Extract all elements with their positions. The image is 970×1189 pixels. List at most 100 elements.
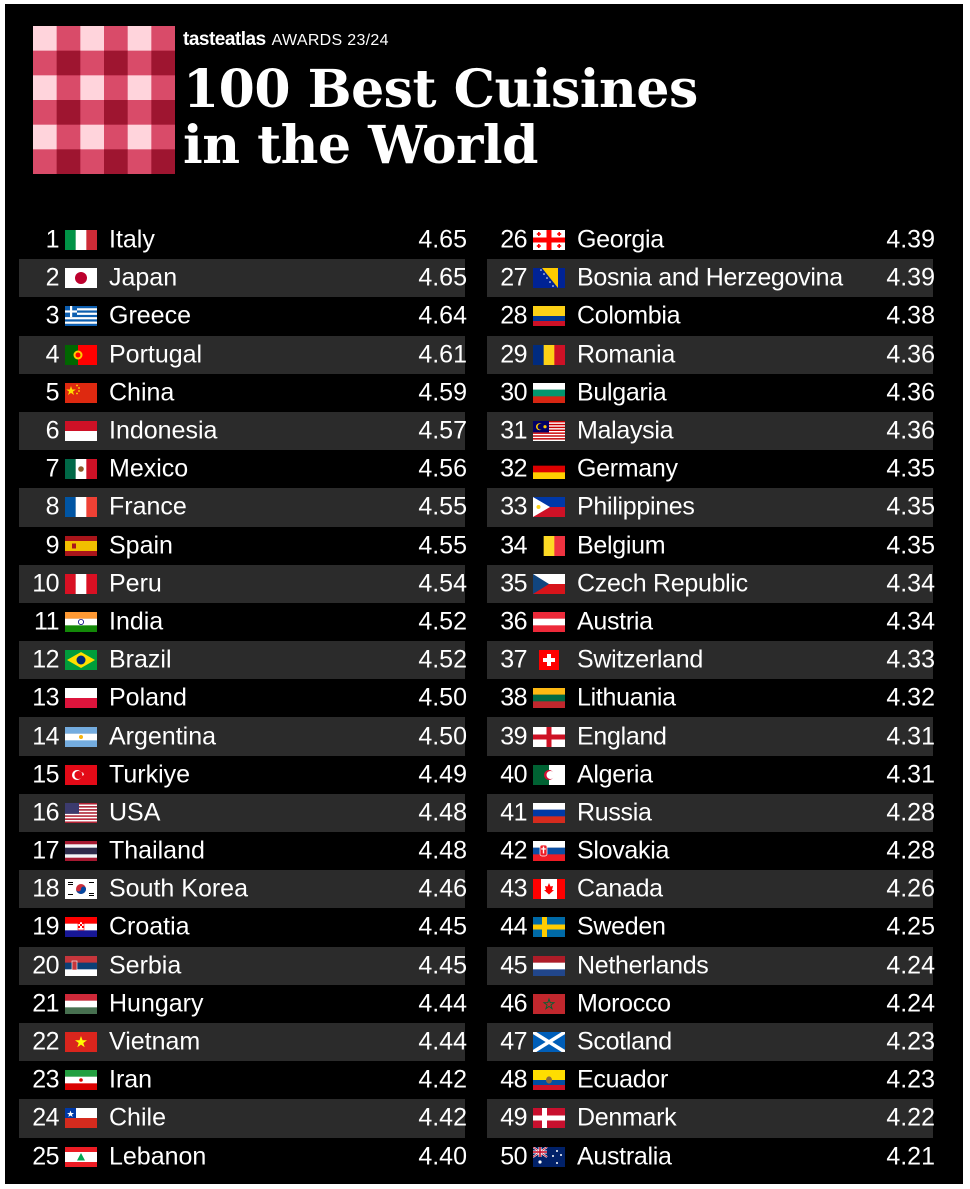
ranking-row: 43 Canada 4.26 — [487, 870, 935, 909]
rank-number: 23 — [32, 1065, 59, 1094]
country-name: England — [577, 722, 667, 751]
ranking-row: 46 Morocco 4.24 — [487, 985, 935, 1023]
rating-score: 4.36 — [886, 416, 935, 445]
romania-flag-icon — [533, 344, 565, 365]
ranking-row: 12 Brazil 4.52 — [19, 641, 467, 680]
country-name: Peru — [109, 569, 162, 598]
rating-score: 4.44 — [418, 989, 467, 1018]
country-name: France — [109, 492, 187, 521]
ranking-row: 11 India 4.52 — [19, 603, 467, 641]
country-name: Romania — [577, 340, 675, 369]
australia-flag-icon — [533, 1146, 565, 1167]
country-name: Georgia — [577, 225, 664, 254]
ranking-row: 37 Switzerland 4.33 — [487, 641, 935, 680]
serbia-flag-icon — [65, 955, 97, 976]
rank-number: 26 — [500, 225, 527, 254]
algeria-flag-icon — [533, 764, 565, 785]
ranking-row: 8 France 4.55 — [19, 488, 467, 527]
rating-score: 4.33 — [886, 645, 935, 674]
country-name: Hungary — [109, 989, 204, 1018]
ranking-row: 33 Philippines 4.35 — [487, 488, 935, 527]
netherlands-flag-icon — [533, 955, 565, 976]
rank-number: 43 — [500, 874, 527, 903]
rank-number: 41 — [500, 798, 527, 827]
rating-score: 4.22 — [886, 1103, 935, 1132]
greece-flag-icon — [65, 306, 97, 327]
malaysia-flag-icon — [533, 421, 565, 442]
rating-score: 4.28 — [886, 836, 935, 865]
canada-flag-icon — [533, 879, 565, 900]
italy-flag-icon — [65, 230, 97, 251]
mexico-flag-icon — [65, 459, 97, 480]
country-name: Japan — [109, 263, 178, 292]
austria-flag-icon — [533, 611, 565, 632]
rating-score: 4.40 — [418, 1142, 467, 1171]
ranking-row: 23 Iran 4.42 — [19, 1061, 467, 1099]
country-name: South Korea — [109, 874, 248, 903]
rank-number: 10 — [32, 569, 59, 598]
rating-score: 4.24 — [886, 951, 935, 980]
russia-flag-icon — [533, 802, 565, 823]
vietnam-flag-icon — [65, 1032, 97, 1053]
rank-number: 47 — [500, 1027, 527, 1056]
georgia-flag-icon — [533, 230, 565, 251]
ranking-row: 2 Japan 4.65 — [19, 259, 467, 298]
turkiye-flag-icon — [65, 764, 97, 785]
rank-number: 27 — [500, 263, 527, 292]
rank-number: 22 — [32, 1027, 59, 1056]
rating-score: 4.55 — [418, 531, 467, 560]
rank-number: 7 — [45, 454, 60, 483]
rank-number: 3 — [45, 301, 60, 330]
rating-score: 4.42 — [418, 1065, 467, 1094]
rank-number: 17 — [32, 836, 59, 865]
rating-score: 4.32 — [886, 683, 935, 712]
rating-score: 4.34 — [886, 569, 935, 598]
rating-score: 4.44 — [418, 1027, 467, 1056]
rank-number: 36 — [500, 607, 527, 636]
rating-score: 4.35 — [886, 454, 935, 483]
rank-number: 14 — [32, 722, 59, 751]
england-flag-icon — [533, 726, 565, 747]
country-name: Lebanon — [109, 1142, 207, 1171]
ranking-row: 3 Greece 4.64 — [19, 297, 467, 335]
country-name: Switzerland — [577, 645, 703, 674]
sweden-flag-icon — [533, 917, 565, 938]
country-name: Czech Republic — [577, 569, 748, 598]
country-name: China — [109, 378, 175, 407]
switzerland-flag-icon — [539, 650, 559, 671]
czech-flag-icon — [533, 573, 565, 594]
india-flag-icon — [65, 611, 97, 632]
rating-score: 4.25 — [886, 912, 935, 941]
rank-number: 29 — [500, 340, 527, 369]
ranking-row: 36 Austria 4.34 — [487, 603, 935, 641]
ranking-row: 6 Indonesia 4.57 — [19, 411, 467, 451]
rank-number: 30 — [500, 378, 527, 407]
lebanon-flag-icon — [65, 1146, 97, 1167]
rank-number: 48 — [500, 1065, 527, 1094]
rank-number: 15 — [32, 760, 59, 789]
rank-number: 40 — [500, 760, 527, 789]
checkered-tablecloth-logo — [33, 26, 175, 174]
brand-line: tasteatlas AWARDS 23/24 — [183, 28, 389, 53]
rank-number: 1 — [45, 225, 60, 254]
rating-score: 4.23 — [886, 1027, 935, 1056]
country-name: Bulgaria — [577, 378, 667, 407]
indonesia-flag-icon — [65, 421, 97, 442]
country-name: Sweden — [577, 912, 666, 941]
country-name: Turkiye — [109, 760, 191, 789]
rating-score: 4.56 — [418, 454, 467, 483]
rating-score: 4.34 — [886, 607, 935, 636]
rank-number: 33 — [500, 492, 527, 521]
rating-score: 4.50 — [418, 683, 467, 712]
rating-score: 4.48 — [418, 798, 467, 827]
ranking-row: 14 Argentina 4.50 — [19, 717, 467, 756]
awards-label: AWARDS 23/24 — [271, 32, 389, 49]
ranking-row: 21 Hungary 4.44 — [19, 985, 467, 1023]
country-name: India — [109, 607, 164, 636]
country-name: Indonesia — [109, 416, 218, 445]
south-korea-flag-icon — [65, 879, 97, 900]
country-name: Lithuania — [577, 683, 676, 712]
ranking-row: 13 Poland 4.50 — [19, 679, 467, 717]
rank-number: 44 — [500, 912, 527, 941]
country-name: USA — [109, 798, 161, 827]
